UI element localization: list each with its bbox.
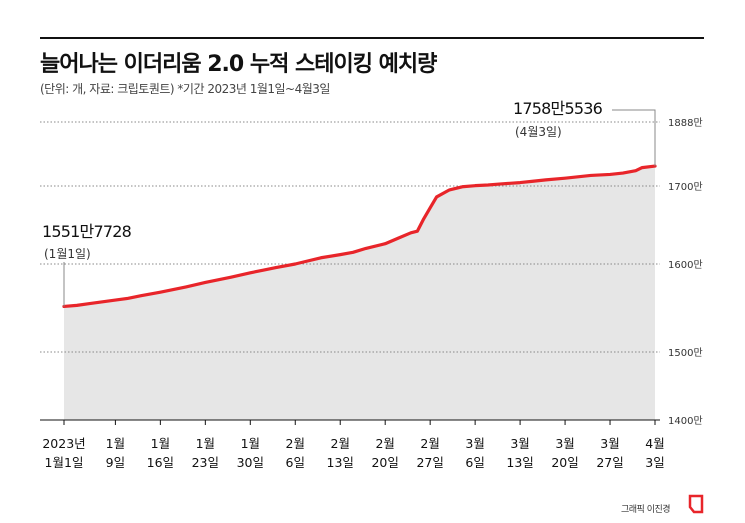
- data-point: [127, 297, 130, 300]
- data-point: [564, 177, 566, 180]
- area-fill: [64, 166, 655, 420]
- data-point: [609, 173, 611, 176]
- x-tick-label: 9일: [106, 455, 125, 470]
- x-tick-label: 2월: [375, 436, 394, 451]
- data-point: [519, 181, 521, 184]
- data-point: [621, 172, 624, 174]
- x-tick-label: 1월1일: [45, 455, 84, 470]
- x-tick-label: 16일: [147, 455, 174, 470]
- annotation-leader-end: [612, 109, 656, 167]
- x-tick-label: 2월: [286, 436, 305, 451]
- data-point: [217, 278, 220, 281]
- x-tick-label: 3일: [645, 455, 664, 470]
- data-point: [435, 196, 438, 198]
- data-point: [101, 300, 104, 303]
- x-tick-label: 27일: [596, 455, 623, 470]
- data-point: [577, 175, 579, 178]
- data-point: [320, 256, 322, 259]
- x-tick-label: 20일: [371, 455, 398, 470]
- data-point: [422, 217, 425, 220]
- x-tick-label: 1월: [196, 436, 215, 451]
- y-tick-label: 1888만: [668, 117, 703, 129]
- data-point: [339, 253, 342, 256]
- data-point: [230, 276, 232, 279]
- data-point: [589, 174, 592, 177]
- data-point: [204, 281, 207, 284]
- logo-icon: [688, 494, 704, 514]
- title-rule: [40, 37, 704, 39]
- data-point: [275, 266, 277, 269]
- x-tick-label: 3월: [555, 436, 574, 451]
- chart-subtitle: (단위: 개, 자료: 크립토퀀트) *기간 2023년 1월1일~4월3일: [40, 82, 330, 96]
- data-point: [294, 263, 297, 265]
- data-point: [88, 302, 91, 305]
- data-point: [114, 299, 117, 301]
- x-tick-label: 30일: [237, 455, 264, 470]
- x-tick-label: 3월: [465, 436, 484, 451]
- data-point: [641, 166, 644, 169]
- annotation-start-value: 1551만7728: [42, 222, 132, 241]
- x-tick-label: 2월: [420, 436, 439, 451]
- x-tick-label: 6일: [465, 455, 484, 470]
- y-tick-label: 1400만: [668, 415, 703, 427]
- data-point: [409, 231, 412, 234]
- x-tick-label: 13일: [506, 455, 533, 470]
- data-point: [487, 184, 489, 186]
- y-tick-label: 1700만: [668, 181, 703, 193]
- x-tick-label: 20일: [551, 455, 578, 470]
- x-tick-label: 27일: [416, 455, 443, 470]
- data-point: [262, 269, 265, 272]
- data-point: [544, 178, 547, 181]
- data-point: [499, 183, 502, 185]
- data-point: [532, 180, 534, 183]
- data-point: [429, 206, 432, 209]
- x-tick-label: 13일: [327, 455, 354, 470]
- x-tick-label: 6일: [286, 455, 305, 470]
- annotation-end-value: 1758만5536: [513, 99, 603, 118]
- data-point: [185, 285, 187, 288]
- x-tick-label: 2023년: [42, 436, 85, 451]
- x-tick-label: 23일: [192, 455, 219, 470]
- data-point: [159, 291, 162, 294]
- x-tick-label: 1월: [106, 436, 125, 451]
- x-tick-label: 4월: [645, 436, 664, 451]
- data-point: [352, 251, 354, 254]
- data-point: [416, 230, 419, 233]
- x-tick-label: 1월: [241, 436, 260, 451]
- data-point: [307, 259, 310, 262]
- data-point: [397, 237, 399, 240]
- data-point: [474, 184, 477, 187]
- graphic-credit: 그래픽 이진경: [621, 505, 671, 515]
- y-tick-label: 1500만: [668, 347, 703, 359]
- data-point: [634, 169, 637, 172]
- data-point: [365, 247, 367, 250]
- data-point: [75, 304, 78, 307]
- data-point: [448, 189, 451, 191]
- x-tick-label: 1월: [151, 436, 170, 451]
- data-point: [384, 242, 387, 245]
- data-point: [249, 271, 252, 274]
- x-tick-label: 2월: [331, 436, 350, 451]
- annotation-end-date: (4월3일): [515, 125, 562, 139]
- data-point: [172, 288, 175, 291]
- y-tick-label: 1600만: [668, 259, 703, 271]
- x-tick-label: 3월: [510, 436, 529, 451]
- data-point: [461, 185, 464, 188]
- annotation-start-date: (1월1일): [44, 247, 91, 261]
- data-point: [140, 294, 142, 297]
- x-tick-label: 3월: [600, 436, 619, 451]
- chart-title: 늘어나는 이더리움 2.0 누적 스테이킹 예치량: [40, 52, 437, 77]
